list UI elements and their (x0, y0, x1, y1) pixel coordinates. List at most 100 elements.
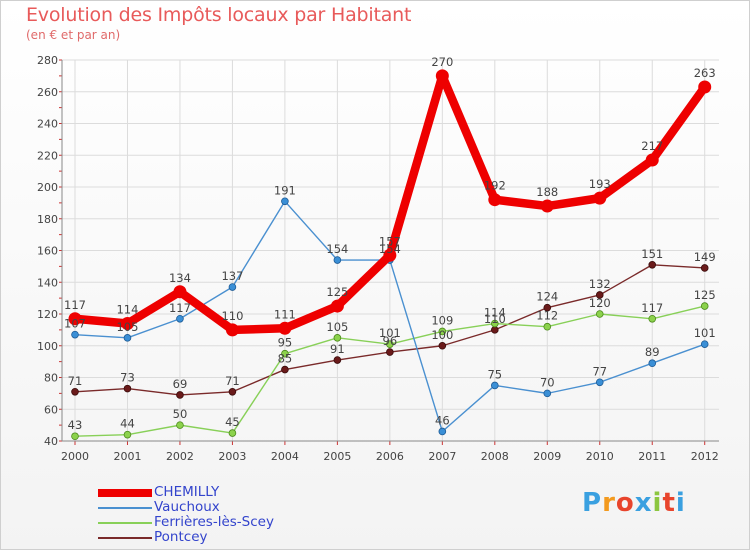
data-point-vauchoux (491, 381, 499, 390)
data-label-ferrieres: 114 (484, 306, 506, 320)
data-label-chemilly: 270 (431, 55, 453, 69)
data-point-chemilly (435, 69, 449, 83)
data-point-vauchoux (123, 334, 132, 342)
data-point-pontcey (438, 341, 447, 350)
data-point-pontcey (543, 303, 552, 312)
logo-letter: o (615, 488, 635, 518)
data-point-chemilly (383, 248, 397, 262)
data-label-vauchoux: 75 (487, 367, 502, 381)
data-label-ferrieres: 112 (536, 309, 558, 323)
legend-swatch-vauchoux (98, 507, 152, 509)
data-point-chemilly (645, 153, 659, 167)
y-tick-label: 280 (37, 54, 58, 67)
logo-letter: r (602, 488, 616, 518)
data-label-pontcey: 110 (484, 312, 506, 326)
data-point-chemilly (330, 299, 344, 313)
chart-title: Evolution des Impôts locaux par Habitant (26, 4, 412, 26)
data-point-pontcey (228, 387, 237, 396)
data-label-chemilly: 263 (694, 66, 716, 80)
data-label-pontcey: 71 (225, 374, 240, 388)
data-label-vauchoux: 154 (326, 242, 348, 256)
data-label-pontcey: 100 (431, 328, 453, 342)
data-label-chemilly: 114 (116, 303, 138, 317)
data-point-vauchoux (648, 359, 657, 368)
data-point-pontcey (700, 264, 709, 272)
data-label-chemilly: 192 (484, 179, 506, 193)
data-point-chemilly (698, 80, 712, 94)
data-point-ferrieres (386, 340, 394, 348)
data-label-chemilly: 217 (641, 139, 663, 153)
data-point-ferrieres (176, 421, 184, 429)
y-tick-label: 40 (44, 435, 58, 448)
data-label-pontcey: 91 (330, 342, 345, 356)
data-point-pontcey (281, 365, 289, 374)
data-point-chemilly (488, 193, 502, 207)
data-label-pontcey: 73 (120, 371, 135, 385)
y-tick-label: 100 (37, 340, 58, 353)
legend-swatch-chemilly (98, 489, 152, 497)
legend-label-vauchoux: Vauchoux (154, 499, 220, 515)
y-tick-label: 120 (37, 308, 58, 321)
data-label-vauchoux: 101 (694, 326, 716, 340)
data-label-vauchoux: 137 (221, 269, 243, 283)
data-point-chemilly (120, 317, 134, 331)
data-label-vauchoux: 46 (435, 413, 450, 427)
data-point-vauchoux (543, 389, 552, 398)
data-label-vauchoux: 107 (64, 317, 86, 331)
data-label-vauchoux: 70 (540, 375, 555, 389)
data-label-pontcey: 149 (694, 250, 716, 264)
data-point-vauchoux (438, 427, 447, 436)
data-point-ferrieres (491, 319, 499, 328)
data-label-ferrieres: 95 (278, 336, 293, 350)
data-label-chemilly: 125 (326, 285, 348, 299)
legend-swatch-pontcey (98, 537, 152, 539)
y-tick-label: 260 (37, 86, 58, 99)
data-point-vauchoux (228, 283, 237, 291)
data-label-vauchoux: 77 (592, 364, 607, 378)
data-point-chemilly (593, 191, 607, 205)
y-tick-label: 80 (44, 372, 58, 385)
data-label-chemilly: 157 (379, 234, 401, 248)
data-label-ferrieres: 105 (326, 320, 348, 334)
data-point-vauchoux (71, 330, 79, 339)
chart-subtitle: (en € et par an) (26, 28, 121, 42)
logo-letter: t (662, 488, 676, 518)
data-point-chemilly (68, 312, 82, 326)
proxiti-logo: Proxiti (582, 488, 686, 518)
data-label-pontcey: 96 (383, 334, 398, 348)
logo-letter: i (675, 488, 686, 518)
data-label-chemilly: 188 (536, 185, 558, 199)
legend-label-ferrieres: Ferrières-lès-Scey (154, 514, 274, 530)
x-tick-label: 2007 (428, 450, 456, 463)
y-tick-label: 220 (37, 149, 58, 162)
x-tick-label: 2012 (691, 450, 719, 463)
data-label-chemilly: 110 (221, 309, 243, 323)
data-label-vauchoux: 191 (274, 183, 296, 197)
x-tick-label: 2010 (586, 450, 614, 463)
legend-label-chemilly: CHEMILLY (154, 484, 220, 500)
x-tick-label: 2001 (113, 450, 141, 463)
data-label-ferrieres: 109 (431, 313, 453, 327)
data-label-pontcey: 71 (68, 374, 83, 388)
x-tick-label: 2008 (481, 450, 509, 463)
data-point-ferrieres (71, 432, 79, 441)
data-point-vauchoux (700, 340, 709, 348)
data-label-pontcey: 151 (641, 247, 663, 261)
data-label-chemilly: 117 (64, 298, 86, 312)
data-point-pontcey (386, 348, 394, 356)
series-chemilly (68, 69, 712, 337)
data-point-chemilly (540, 199, 554, 213)
data-point-ferrieres (595, 310, 604, 318)
x-tick-label: 2011 (638, 450, 666, 463)
x-tick-label: 2004 (271, 450, 299, 463)
data-point-ferrieres (543, 322, 552, 331)
data-label-ferrieres: 45 (225, 415, 240, 429)
data-point-ferrieres (648, 314, 657, 323)
data-point-pontcey (123, 384, 132, 393)
data-label-ferrieres: 101 (379, 326, 401, 340)
x-tick-label: 2009 (533, 450, 561, 463)
data-point-chemilly (225, 323, 239, 337)
data-label-pontcey: 85 (278, 352, 293, 366)
data-point-ferrieres (700, 302, 709, 310)
